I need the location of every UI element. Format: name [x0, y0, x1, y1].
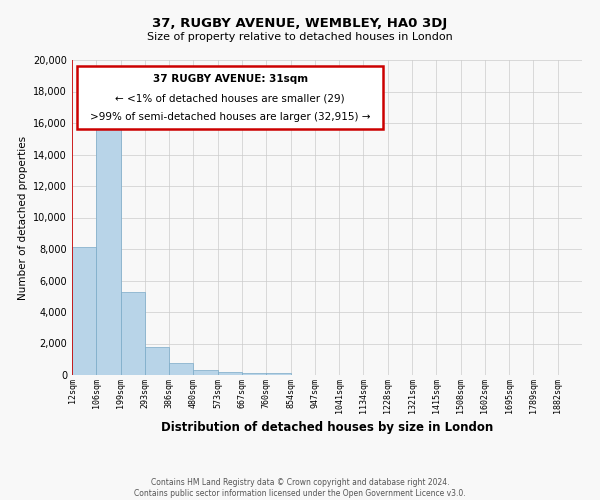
Bar: [242, 373, 266, 375]
Text: ← <1% of detached houses are smaller (29): ← <1% of detached houses are smaller (29…: [115, 93, 345, 103]
Bar: [169, 363, 193, 375]
Bar: [193, 370, 218, 375]
Text: 37, RUGBY AVENUE, WEMBLEY, HA0 3DJ: 37, RUGBY AVENUE, WEMBLEY, HA0 3DJ: [152, 18, 448, 30]
Text: Contains HM Land Registry data © Crown copyright and database right 2024.
Contai: Contains HM Land Registry data © Crown c…: [134, 478, 466, 498]
Bar: [96, 114, 121, 375]
Bar: [218, 372, 242, 375]
FancyBboxPatch shape: [77, 66, 383, 130]
Bar: [145, 348, 169, 375]
Bar: [121, 292, 145, 375]
Y-axis label: Number of detached properties: Number of detached properties: [18, 136, 28, 300]
Text: 37 RUGBY AVENUE: 31sqm: 37 RUGBY AVENUE: 31sqm: [152, 74, 308, 84]
Text: Size of property relative to detached houses in London: Size of property relative to detached ho…: [147, 32, 453, 42]
Bar: [72, 248, 96, 375]
Text: >99% of semi-detached houses are larger (32,915) →: >99% of semi-detached houses are larger …: [90, 112, 370, 122]
X-axis label: Distribution of detached houses by size in London: Distribution of detached houses by size …: [161, 421, 493, 434]
Bar: [266, 374, 290, 375]
